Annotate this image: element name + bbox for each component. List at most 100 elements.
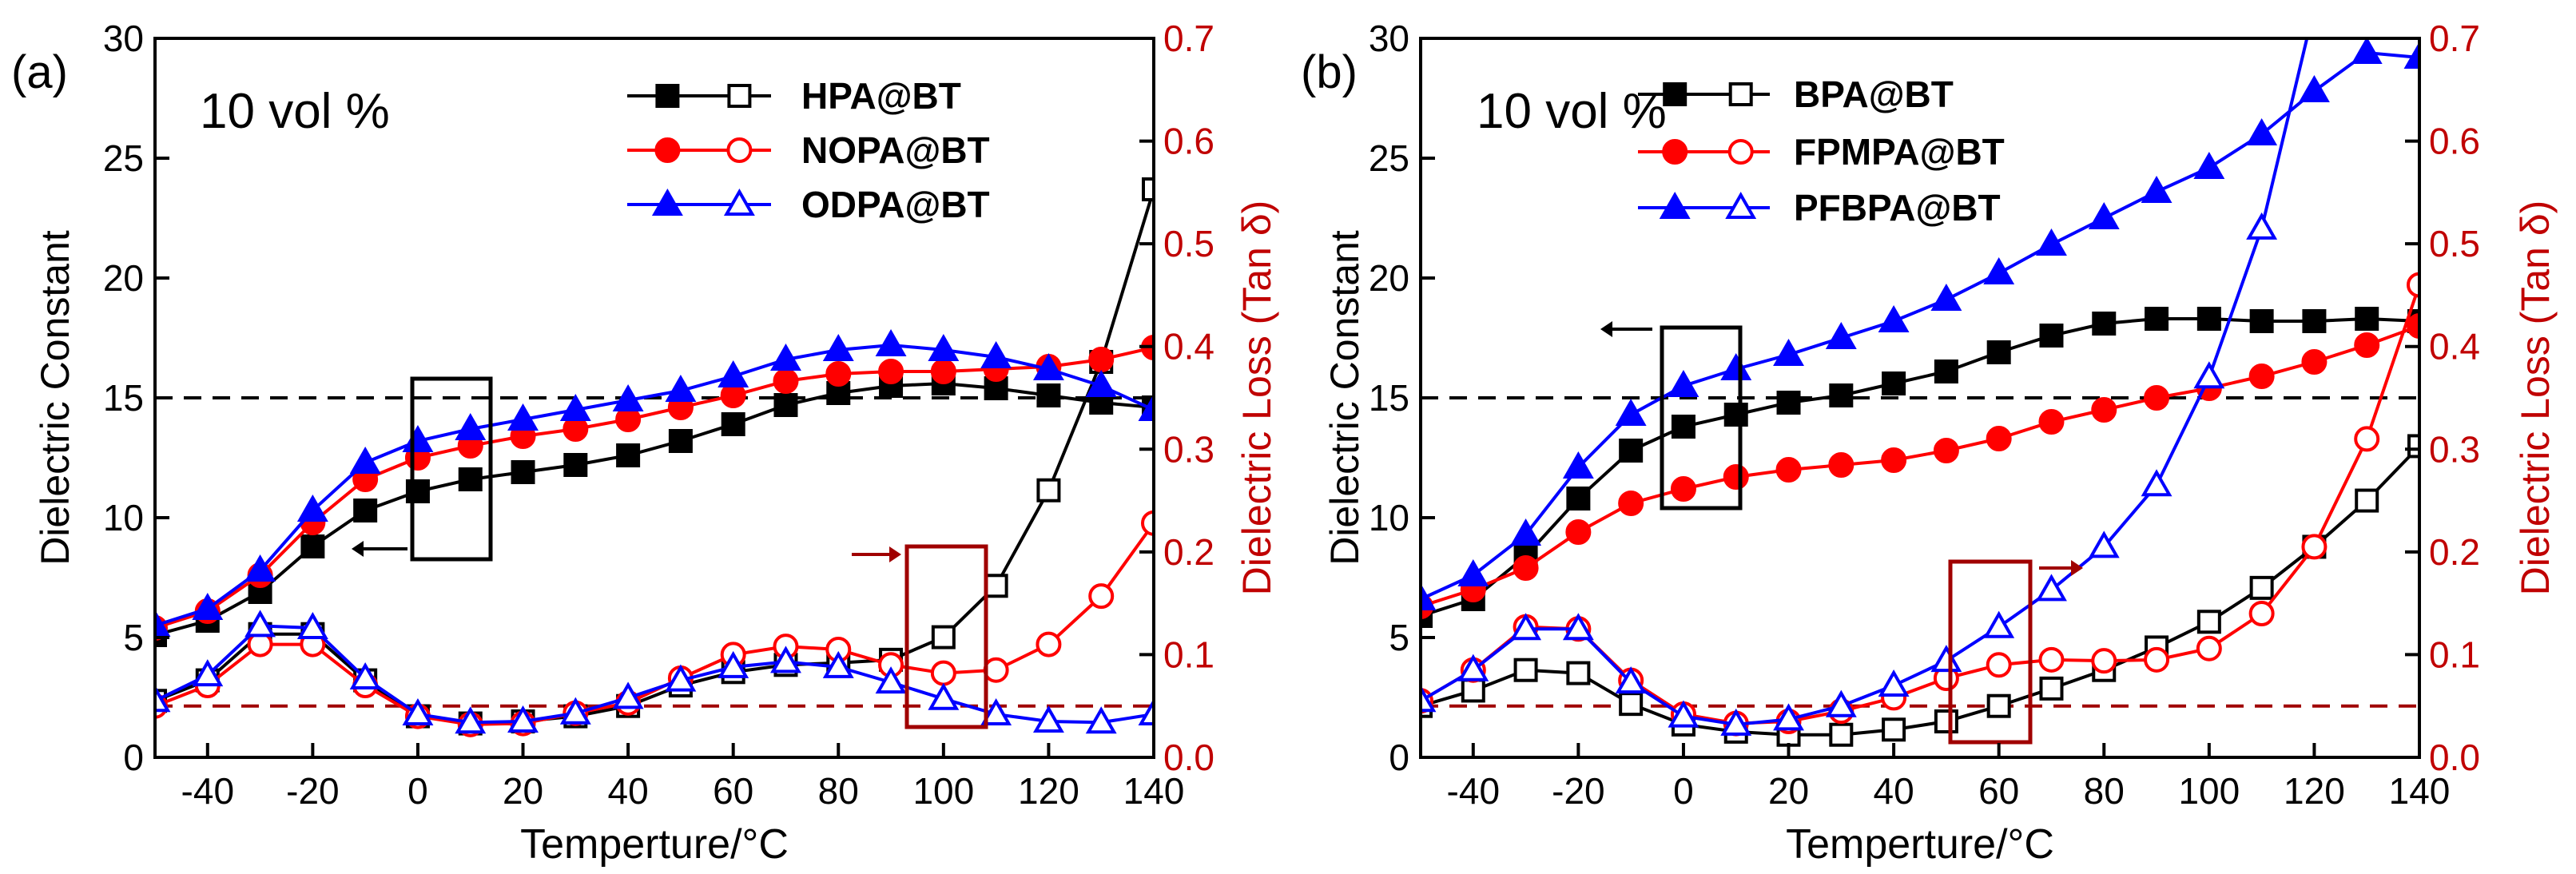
right-axis-title: Dielectric Loss (Tan δ) <box>1234 201 1279 596</box>
marker-odpa-bt-dielectric-loss <box>402 697 434 725</box>
marker-bpa-bt-dielectric-constant <box>2196 307 2221 331</box>
marker-nopa-bt-dielectric-loss <box>1036 631 1062 657</box>
marker-fpmpa-bt-dielectric-loss <box>2407 272 2419 298</box>
legend-label: NOPA@BT <box>801 129 990 171</box>
marker-bpa-bt-dielectric-constant <box>2092 312 2117 336</box>
x-tick-label: 0 <box>407 770 428 812</box>
left-axis-tick-label: 20 <box>1369 257 1409 299</box>
marker-odpa-bt-dielectric-constant <box>296 494 328 522</box>
marker-bpa-bt-dielectric-loss <box>1829 722 1854 747</box>
marker-odpa-bt-dielectric-constant <box>559 393 591 421</box>
right-axis-tick-label: 0.6 <box>1163 121 1214 162</box>
left-axis-tick-labels: 0 5 10 15 20 25 30 <box>1369 18 1409 778</box>
legend-marker-open <box>723 188 755 216</box>
marker-odpa-bt-dielectric-loss <box>455 706 487 734</box>
x-tick-label: 20 <box>503 770 543 812</box>
left-axis-tick-label: 10 <box>1369 497 1409 538</box>
line-odpa-bt-dielectric-constant <box>155 343 1154 627</box>
marker-fpmpa-bt-dielectric-loss <box>2091 648 2117 674</box>
x-axis-tick-labels: -40 -20 0 20 40 60 80 100 120 140 <box>181 770 1185 812</box>
marker-fpmpa-bt-dielectric-constant <box>2301 349 2328 375</box>
x-tick-label: 60 <box>713 770 753 812</box>
marker-pfbpa-bt-dielectric-loss <box>1930 645 1962 673</box>
marker-odpa-bt-dielectric-constant <box>455 412 487 440</box>
marker-pfbpa-bt-dielectric-loss <box>1457 654 1489 681</box>
x-tick-label: 80 <box>818 770 859 812</box>
legend-label: FPMPA@BT <box>1794 131 2005 173</box>
legend-marker-filled <box>655 84 680 108</box>
marker-nopa-bt-dielectric-loss <box>1141 510 1154 536</box>
marker-pfbpa-bt-dielectric-loss <box>1983 610 2015 638</box>
marker-pfbpa-bt-dielectric-constant <box>2246 117 2278 145</box>
series-area <box>1421 38 2419 747</box>
legend-marker-open <box>1728 82 1753 106</box>
x-tick-label: 40 <box>1874 770 1914 812</box>
marker-bpa-bt-dielectric-constant <box>1829 383 1854 407</box>
marker-bpa-bt-dielectric-loss <box>2355 488 2379 513</box>
x-tick-label: 80 <box>2084 770 2125 812</box>
legend-marker-filled <box>654 137 681 163</box>
series-pfbpa-bt <box>1421 38 2419 736</box>
marker-pfbpa-bt-dielectric-loss <box>2141 469 2173 497</box>
markers-hpa-bt-dielectric-loss <box>155 177 1154 736</box>
right-axis-tick-labels: 0.0 0.1 0.2 0.3 0.4 0.5 0.6 0.7 <box>2429 18 2480 778</box>
series-area <box>155 177 1154 737</box>
x-tick-label: 100 <box>912 770 974 812</box>
marker-odpa-bt-dielectric-loss <box>928 682 960 710</box>
markers-odpa-bt-dielectric-constant <box>155 328 1154 637</box>
marker-pfbpa-bt-dielectric-loss <box>2246 212 2278 240</box>
marker-odpa-bt-dielectric-loss <box>612 681 644 709</box>
right-axis-tick-label: 0.0 <box>2429 737 2480 778</box>
marker-pfbpa-bt-dielectric-loss <box>1421 685 1437 713</box>
legend-label: BPA@BT <box>1794 73 1954 115</box>
x-axis-tick-labels: -40 -20 0 20 40 60 80 100 120 140 <box>1447 770 2451 812</box>
marker-odpa-bt-dielectric-loss <box>718 650 749 678</box>
legend-label: PFBPA@BT <box>1794 187 2001 228</box>
marker-fpmpa-bt-dielectric-constant <box>1513 555 1539 581</box>
left-axis-tick-label: 25 <box>103 137 144 179</box>
marker-odpa-bt-dielectric-constant <box>155 609 171 637</box>
panel-label: (a) <box>11 46 68 98</box>
x-tick-label: -20 <box>1552 770 1604 812</box>
series-hpa-bt <box>155 177 1154 736</box>
right-axis-tick-label: 0.7 <box>1163 18 1214 59</box>
highlight-box-dielectric-loss <box>1948 559 2033 745</box>
marker-bpa-bt-dielectric-loss <box>1619 692 1644 717</box>
marker-fpmpa-bt-dielectric-constant <box>2091 397 2117 423</box>
panel-label: (b) <box>1301 46 1358 98</box>
x-tick-label: 120 <box>1018 770 1079 812</box>
marker-fpmpa-bt-dielectric-constant <box>2407 313 2419 339</box>
marker-bpa-bt-dielectric-loss <box>1566 661 1591 685</box>
marker-nopa-bt-dielectric-constant <box>878 359 904 384</box>
marker-nopa-bt-dielectric-constant <box>825 361 852 387</box>
marker-fpmpa-bt-dielectric-constant <box>1828 452 1854 478</box>
marker-pfbpa-bt-dielectric-loss <box>1668 700 1699 728</box>
marker-fpmpa-bt-dielectric-constant <box>2354 332 2380 358</box>
x-axis-ticks <box>205 743 1155 757</box>
arrow-head-right <box>889 546 901 562</box>
chart-panel-a: (a) 10 vol % <box>11 18 1279 868</box>
marker-odpa-bt-dielectric-loss <box>349 661 381 689</box>
marker-pfbpa-bt-dielectric-constant <box>1510 518 1542 546</box>
marker-bpa-bt-dielectric-loss <box>1986 693 2011 718</box>
right-axis-tick-label: 0.5 <box>2429 223 2480 264</box>
x-tick-label: -40 <box>1447 770 1500 812</box>
marker-bpa-bt-dielectric-constant <box>1776 391 1801 415</box>
markers-pfbpa-bt-dielectric-loss <box>1421 212 2278 736</box>
x-axis-ticks <box>1471 743 2421 757</box>
marker-odpa-bt-dielectric-constant <box>1085 369 1117 397</box>
series-odpa-bt <box>155 328 1154 734</box>
marker-odpa-bt-dielectric-loss <box>822 650 854 678</box>
marker-pfbpa-bt-dielectric-loss <box>2036 574 2067 602</box>
x-tick-label: 120 <box>2284 770 2345 812</box>
legend-marker-filled <box>1659 191 1691 219</box>
marker-pfbpa-bt-dielectric-constant <box>2036 228 2067 256</box>
marker-nopa-bt-dielectric-constant <box>615 407 642 432</box>
legend-marker-open <box>1725 191 1757 219</box>
marker-pfbpa-bt-dielectric-constant <box>2403 41 2419 69</box>
left-axis-ticks <box>155 37 169 759</box>
legend-item-pfbpa-bt: PFBPA@BT <box>1638 187 2001 228</box>
marker-pfbpa-bt-dielectric-loss <box>1720 708 1752 736</box>
marker-hpa-bt-dielectric-constant <box>668 429 693 453</box>
marker-hpa-bt-dielectric-loss <box>1036 478 1061 503</box>
